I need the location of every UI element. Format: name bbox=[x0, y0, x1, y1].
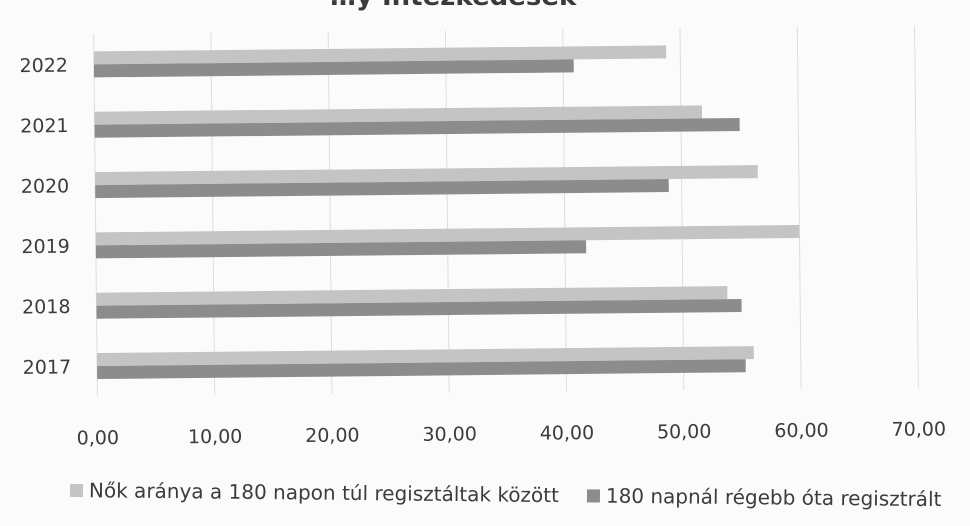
gridline bbox=[327, 31, 333, 394]
gridline bbox=[210, 33, 216, 396]
bar bbox=[96, 346, 754, 367]
gridline bbox=[444, 30, 450, 393]
y-tick-label: 2018 bbox=[22, 296, 71, 319]
y-tick-label: 2019 bbox=[21, 236, 70, 259]
bar bbox=[94, 117, 740, 138]
legend-swatch-light bbox=[69, 483, 84, 497]
legend-label-series-1: Nők aránya a 180 napon túl regisztáltak … bbox=[88, 478, 560, 508]
x-tick-label: 60,00 bbox=[774, 420, 829, 443]
legend-label-series-2: 180 napnál régebb óta regisztrált bbox=[605, 483, 942, 512]
x-tick-label: 40,00 bbox=[540, 422, 595, 445]
legend-swatch-dark bbox=[586, 488, 600, 503]
x-tick-label: 0,00 bbox=[77, 427, 120, 449]
y-tick-label: 2017 bbox=[23, 356, 72, 379]
bar bbox=[95, 240, 587, 259]
bar bbox=[94, 105, 703, 125]
gridline bbox=[914, 25, 919, 388]
legend-item-series-1: Nők aránya a 180 napon túl regisztáltak … bbox=[69, 478, 560, 508]
bar bbox=[93, 45, 667, 65]
y-tick-label: 2020 bbox=[21, 175, 70, 198]
gridline bbox=[679, 28, 685, 391]
y-tick-label: 2021 bbox=[20, 115, 69, 138]
gridline bbox=[93, 34, 98, 397]
gridline bbox=[796, 26, 802, 389]
bar bbox=[95, 179, 669, 199]
bar bbox=[95, 165, 758, 186]
bar bbox=[97, 359, 746, 380]
bar bbox=[96, 286, 728, 306]
plot-area: 0,00 10,00 20,00 30,00 40,00 50,00 60,00 70,00 2… bbox=[19, 25, 946, 449]
y-tick-label: 2022 bbox=[19, 55, 68, 78]
x-tick-label: 30,00 bbox=[422, 423, 477, 446]
bar bbox=[95, 225, 800, 246]
bar bbox=[96, 298, 742, 319]
x-tick-label: 10,00 bbox=[188, 426, 243, 449]
legend-item-series-2: 180 napnál régebb óta regisztrált bbox=[586, 483, 942, 512]
chart-title: …y Intézkedések bbox=[330, 0, 576, 12]
gridline bbox=[562, 29, 568, 392]
bar bbox=[93, 59, 574, 78]
x-tick-label: 20,00 bbox=[305, 424, 360, 447]
x-tick-label: 70,00 bbox=[891, 418, 946, 441]
x-tick-label: 50,00 bbox=[657, 421, 712, 444]
